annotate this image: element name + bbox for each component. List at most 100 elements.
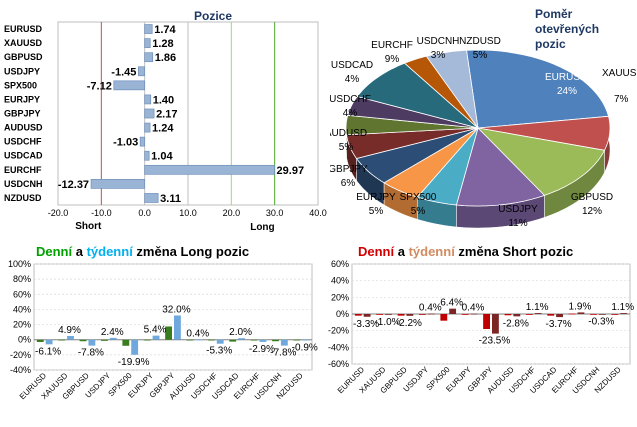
value-label: 1.86 — [155, 52, 176, 64]
pie-slice-eurjpy — [383, 127, 479, 198]
y-tick-label: 0% — [18, 335, 31, 345]
pie-slice-usdcad — [347, 96, 479, 129]
weekly-bar-nzdusd — [302, 339, 310, 341]
slice-value-eurusd: 24% — [557, 86, 577, 97]
slice-label-usdcad: USDCAD — [331, 60, 373, 71]
bar-eurusd — [144, 24, 153, 34]
value-label: -12.37 — [58, 179, 89, 191]
title-part: Denní — [358, 244, 395, 259]
slice-value-gbpjpy: 6% — [341, 178, 356, 189]
category-label: USDCAD — [4, 151, 43, 161]
bar-audusd — [144, 122, 151, 133]
y-tick-label: 80% — [13, 274, 31, 284]
category-label: NZDUSD — [4, 193, 42, 203]
daily-bar-usdchf — [525, 314, 533, 315]
daily-bar-eurchf — [568, 313, 576, 315]
chart-title-line-3: pozic — [535, 37, 566, 51]
pie-slice-usdchf — [345, 114, 479, 136]
daily-bar-gbpjpy — [483, 314, 490, 329]
category-label: GBPJPY — [4, 109, 41, 119]
daily-bar-nzdusd — [611, 314, 619, 315]
bar-nzdusd — [144, 193, 159, 203]
bar-usdchf — [139, 136, 146, 147]
slice-value-usdjpy: 11% — [508, 218, 527, 229]
weekly-bar-eurchf — [259, 339, 267, 342]
plot-area — [33, 263, 313, 371]
pie-slice-gbpusd — [476, 127, 606, 196]
value-label: 1.1% — [611, 302, 634, 313]
y-tick-label: 40% — [13, 304, 31, 314]
x-tick-label: -10.0 — [91, 208, 112, 218]
short-change-panel: Denní a týdenní změna Short pozic -60% -40… — [318, 240, 637, 422]
value-label: 5.4% — [144, 325, 167, 336]
category-label: EURUSD — [4, 24, 43, 34]
bar-xauusd — [144, 38, 151, 48]
daily-bar-eurusd — [36, 339, 44, 342]
category-label: XAUUSD — [4, 38, 43, 48]
value-label: -19.9% — [118, 357, 150, 368]
daily-bar-usdcad — [547, 314, 555, 316]
bar-eurjpy — [144, 94, 152, 105]
daily-bar-usdcnh — [590, 314, 597, 315]
slice-label-eurjpy: EURJPY — [356, 192, 396, 203]
pie-slice-eurchf — [356, 62, 479, 129]
pie-slice-eurusd — [466, 49, 610, 129]
weekly-bar-eurchf — [577, 312, 585, 314]
value-label: -0.3% — [588, 316, 614, 327]
value-label: 0.4% — [419, 303, 442, 314]
value-label: -3.7% — [546, 319, 572, 330]
weekly-bar-xauusd — [385, 314, 392, 315]
bar-usdcnh — [90, 179, 146, 189]
pie-slice-nzdusd — [425, 49, 479, 129]
weekly-bar-gbpusd — [88, 339, 96, 346]
weekly-bar-spx500 — [449, 308, 457, 314]
daily-bar-usdcad — [229, 339, 237, 342]
value-label: -2.8% — [503, 318, 529, 329]
daily-bar-audusd — [504, 314, 512, 316]
value-label: 1.1% — [526, 302, 549, 313]
value-label: -7.8% — [270, 348, 296, 359]
weekly-bar-usdchf — [216, 339, 224, 344]
daily-bar-xauusd — [58, 339, 66, 341]
weekly-bar-eurjpy — [152, 335, 160, 340]
y-tick-label: -40% — [10, 365, 31, 375]
long-annotation: Long — [250, 222, 274, 233]
weekly-bar-eurusd — [45, 339, 53, 345]
value-label: 1.40 — [153, 94, 174, 106]
value-label: 1.28 — [152, 38, 173, 50]
weekly-bar-usdjpy — [427, 313, 435, 315]
y-tick-label: -20% — [10, 350, 31, 360]
slice-label-audusd: AUDUSD — [330, 128, 367, 139]
daily-bar-spx500 — [440, 314, 448, 321]
y-tick-label: 20% — [13, 320, 31, 330]
positions-bar-chart: Pozice -20.0 -10.0 0.0 10.0 20.0 30.0 40.0 EURUS… — [4, 9, 327, 233]
y-tick-label: -20% — [328, 326, 349, 336]
slice-value-eurchf: 9% — [385, 54, 400, 65]
category-label: SPX500 — [4, 80, 37, 90]
y-tick-label: 60% — [13, 289, 31, 299]
weekly-bar-spx500 — [131, 339, 139, 355]
slice-value-audusd: 5% — [339, 142, 354, 153]
value-label: -7.12 — [87, 80, 112, 92]
chart-title: Pozice — [194, 9, 232, 23]
x-tick-label: -20.0 — [48, 208, 69, 218]
pie-slice-spx500 — [416, 127, 479, 206]
x-tick-label: 30.0 — [266, 208, 284, 218]
weekly-bar-usdchf — [534, 313, 542, 314]
title-part: týdenní — [405, 244, 455, 259]
value-label: 32.0% — [162, 304, 190, 315]
x-tick-label: 10.0 — [179, 208, 197, 218]
category-label: USDCNH — [4, 179, 43, 189]
weekly-bar-eurusd — [363, 314, 371, 317]
bar-usdjpy — [138, 66, 146, 77]
title-part: Denní — [36, 244, 73, 259]
chart-title: Denní a týdenní změna Short pozic — [358, 244, 573, 259]
slice-value-usdchf: 4% — [343, 108, 358, 119]
x-tick-label: 20.0 — [223, 208, 241, 218]
weekly-bar-audusd — [195, 339, 203, 341]
value-label: 1.04 — [151, 151, 173, 163]
slice-value-nzdusd: 5% — [473, 50, 488, 61]
slice-value-eurjpy: 5% — [369, 206, 384, 217]
